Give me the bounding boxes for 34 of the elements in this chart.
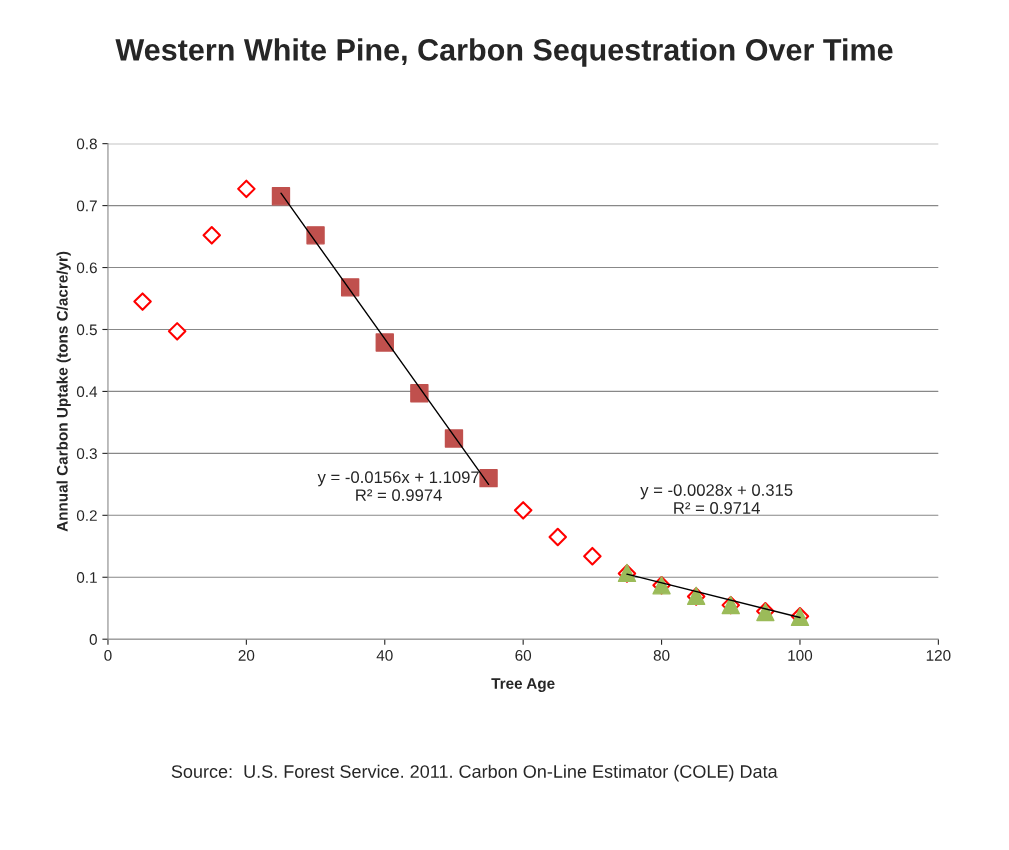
point xyxy=(548,527,568,547)
y-tick-label: 0 xyxy=(89,634,97,645)
y-tick-label: 0.8 xyxy=(76,138,97,150)
x-tick-label: 0 xyxy=(104,650,112,661)
point xyxy=(410,384,429,403)
y-tick-label: 0.4 xyxy=(76,386,98,398)
x-tick-label: 20 xyxy=(238,650,255,661)
point xyxy=(479,468,498,488)
x-tick-label: 60 xyxy=(515,650,532,661)
x-tick-label: 100 xyxy=(788,650,813,661)
point xyxy=(583,546,602,566)
annotation: y = -0.0156x + 1.1097 R² = 0.9974 xyxy=(317,471,479,502)
x-tick-label: 80 xyxy=(653,650,670,661)
y-tick-label: 0.7 xyxy=(76,200,97,212)
point xyxy=(375,333,394,352)
y-tick-label: 0.1 xyxy=(76,572,97,583)
point xyxy=(513,501,533,520)
chart-title: Western White Pine, Carbon Sequestration Over Time xyxy=(115,38,893,67)
annotation: y = -0.0028x + 0.315 R² = 0.9714 xyxy=(640,484,793,514)
y-tick-label: 0.3 xyxy=(76,448,97,460)
y-tick-label: 0.2 xyxy=(76,510,97,521)
point xyxy=(202,226,222,245)
y-tick-label: 0.5 xyxy=(76,324,97,336)
y-axis-title: Annual Carbon Uptake (tons C/acre/yr) xyxy=(56,251,71,532)
point xyxy=(271,187,291,206)
x-tick-label: 40 xyxy=(376,650,393,661)
x-axis-title: Tree Age xyxy=(491,678,555,692)
point xyxy=(167,322,187,341)
x-tick-label: 120 xyxy=(926,650,951,661)
y-tick-label: 0.6 xyxy=(76,262,97,274)
point xyxy=(237,179,256,199)
point xyxy=(133,292,152,311)
source-note: Source: U.S. Forest Service. 2011. Carbon On-Line Estimator (COLE) Data xyxy=(171,764,778,782)
point xyxy=(306,226,325,245)
